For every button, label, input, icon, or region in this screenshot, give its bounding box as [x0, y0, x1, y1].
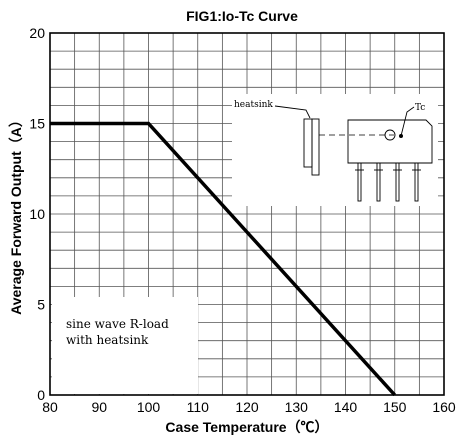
y-tick-label: 20 — [29, 25, 45, 41]
annotation-line-1: sine wave R-load — [66, 317, 169, 331]
inset-heatsink-plate-right — [311, 118, 320, 176]
x-tick-labels: 80 90 100 110 120 130 140 150 160 — [42, 399, 456, 415]
x-tick-label: 150 — [383, 399, 407, 415]
inset-tc-label: Tc — [415, 103, 425, 113]
inset-heatsink-leader — [274, 105, 311, 119]
series-group — [50, 121, 397, 397]
inset-background — [232, 94, 438, 206]
x-tick-label: 140 — [334, 399, 358, 415]
inset-lead-2 — [376, 162, 381, 202]
x-tick-label: 130 — [285, 399, 309, 415]
x-axis-label: Case Temperature（℃） — [165, 419, 328, 435]
inset-lead-4 — [414, 162, 419, 202]
plot-frame — [49, 32, 445, 396]
note-box — [52, 297, 198, 394]
x-tick-label: 80 — [42, 399, 58, 415]
annotation-line-2: with heatsink — [66, 333, 149, 347]
y-tick-label: 10 — [29, 206, 45, 222]
inset-lead-1 — [357, 162, 362, 202]
inset-mounting-hole — [384, 129, 396, 141]
inset-lead-3 — [395, 162, 400, 202]
x-tick-label: 100 — [137, 399, 161, 415]
chart-title: FIG1:Io-Tc Curve — [186, 8, 298, 24]
x-tick-label: 90 — [91, 399, 107, 415]
y-tick-label: 5 — [37, 297, 45, 313]
y-tick-label: 0 — [37, 387, 45, 403]
inset-tc-leader — [400, 106, 415, 137]
y-tick-label: 15 — [29, 116, 45, 132]
x-tick-label: 120 — [235, 399, 259, 415]
inset-heatsink-label: heatsink — [234, 100, 273, 110]
heatsink-inset-diagram: heatsink Tc — [232, 94, 438, 206]
x-tick-label: 160 — [432, 399, 456, 415]
inset-leads — [355, 162, 421, 202]
y-axis-label: Average Forward Output（A） — [8, 113, 24, 315]
y-tick-labels: 0 5 10 15 20 — [29, 25, 45, 403]
x-tick-label: 110 — [187, 399, 210, 415]
inset-bridge-body — [347, 119, 433, 164]
series-line — [50, 121, 397, 397]
